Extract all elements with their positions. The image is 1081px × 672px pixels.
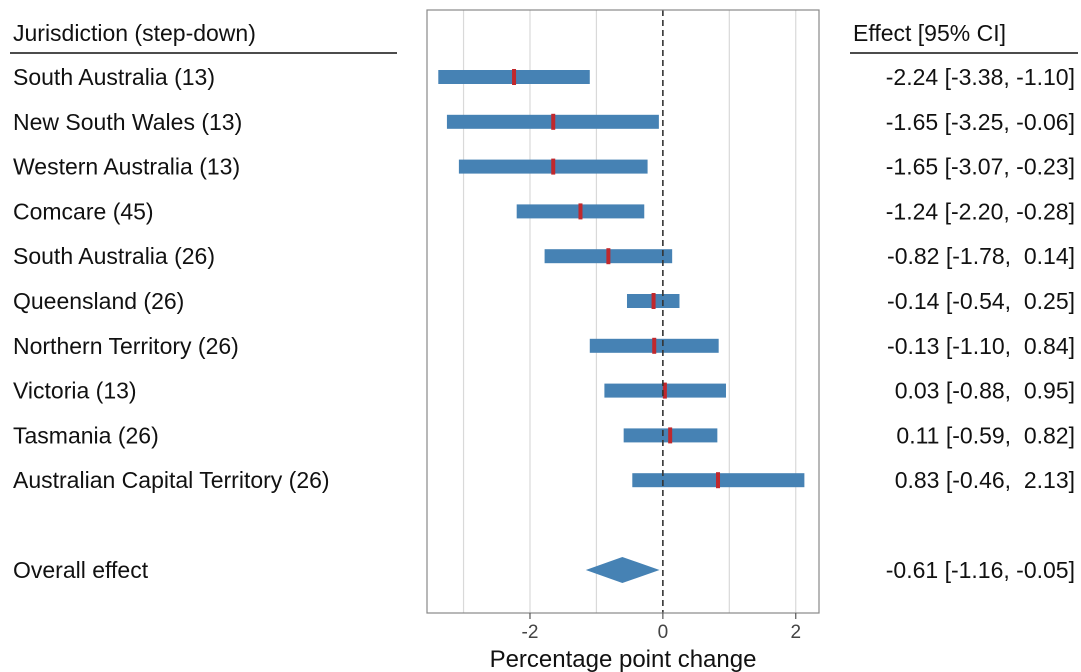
point-estimates bbox=[512, 69, 721, 489]
row-label: Victoria (13) bbox=[13, 378, 137, 404]
point-estimate bbox=[662, 382, 667, 399]
row-label: Queensland (26) bbox=[13, 288, 184, 314]
x-tick-label: 0 bbox=[658, 622, 669, 643]
row-label: South Australia (26) bbox=[13, 243, 215, 269]
row-label: South Australia (13) bbox=[13, 64, 215, 90]
row-label: Northern Territory (26) bbox=[13, 333, 239, 359]
effect-text: 0.03 [-0.88, 0.95] bbox=[888, 378, 1075, 404]
effect-text: -1.24 [-2.20, -0.28] bbox=[886, 198, 1075, 224]
effect-text: -1.65 [-3.25, -0.06] bbox=[886, 109, 1075, 135]
x-tick-label: -2 bbox=[522, 622, 539, 643]
point-estimate bbox=[652, 337, 657, 354]
point-estimate bbox=[716, 472, 721, 489]
effect-texts: -2.24 [-3.38, -1.10] -1.65 [-3.25, -0.06]… bbox=[886, 64, 1075, 583]
point-estimate bbox=[551, 113, 556, 130]
row-label: Western Australia (13) bbox=[13, 154, 240, 180]
right-column-header: Effect [95% CI] bbox=[853, 20, 1006, 46]
effect-text: -0.82 [-1.78, 0.14] bbox=[887, 243, 1075, 269]
overall-effect-text: -0.61 [-1.16, -0.05] bbox=[886, 557, 1075, 583]
row-label: Tasmania (26) bbox=[13, 422, 159, 448]
row-label: New South Wales (13) bbox=[13, 109, 242, 135]
plot-frame bbox=[426, 9, 820, 614]
x-axis: -2 0 2 bbox=[522, 613, 801, 643]
row-labels: South Australia (13) New South Wales (13)… bbox=[13, 64, 330, 583]
row-label: Australian Capital Territory (26) bbox=[13, 467, 330, 493]
overall-diamond bbox=[585, 557, 660, 583]
point-estimate bbox=[668, 427, 673, 444]
plot-panel bbox=[426, 9, 820, 614]
confidence-intervals bbox=[438, 70, 805, 583]
effect-text: -0.14 [-0.54, 0.25] bbox=[887, 288, 1075, 314]
point-estimate bbox=[551, 158, 556, 175]
effect-text: -2.24 [-3.38, -1.10] bbox=[886, 64, 1075, 90]
effect-text: 0.83 [-0.46, 2.13] bbox=[888, 467, 1075, 493]
point-estimate bbox=[606, 248, 611, 265]
overall-label: Overall effect bbox=[13, 557, 149, 583]
point-estimate bbox=[578, 203, 583, 220]
point-estimate bbox=[651, 293, 656, 309]
x-tick-label: 2 bbox=[790, 622, 801, 643]
left-column-header: Jurisdiction (step-down) bbox=[13, 20, 256, 46]
point-estimate bbox=[512, 69, 517, 85]
effect-text: -0.13 [-1.10, 0.84] bbox=[887, 333, 1075, 359]
effect-text: 0.11 [-0.59, 0.82] bbox=[890, 422, 1075, 448]
gridlines bbox=[462, 10, 797, 613]
effect-text: -1.65 [-3.07, -0.23] bbox=[886, 154, 1075, 180]
x-axis-label: Percentage point change bbox=[490, 646, 757, 672]
row-label: Comcare (45) bbox=[13, 198, 154, 224]
